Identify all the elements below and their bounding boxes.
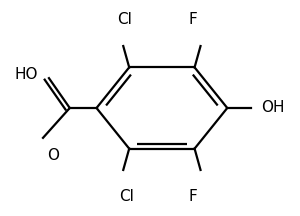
Text: O: O xyxy=(47,148,59,164)
Text: F: F xyxy=(189,12,197,27)
Text: Cl: Cl xyxy=(119,189,134,204)
Text: OH: OH xyxy=(262,100,285,116)
Text: Cl: Cl xyxy=(117,12,132,27)
Text: HO: HO xyxy=(15,67,38,83)
Text: F: F xyxy=(189,189,197,204)
